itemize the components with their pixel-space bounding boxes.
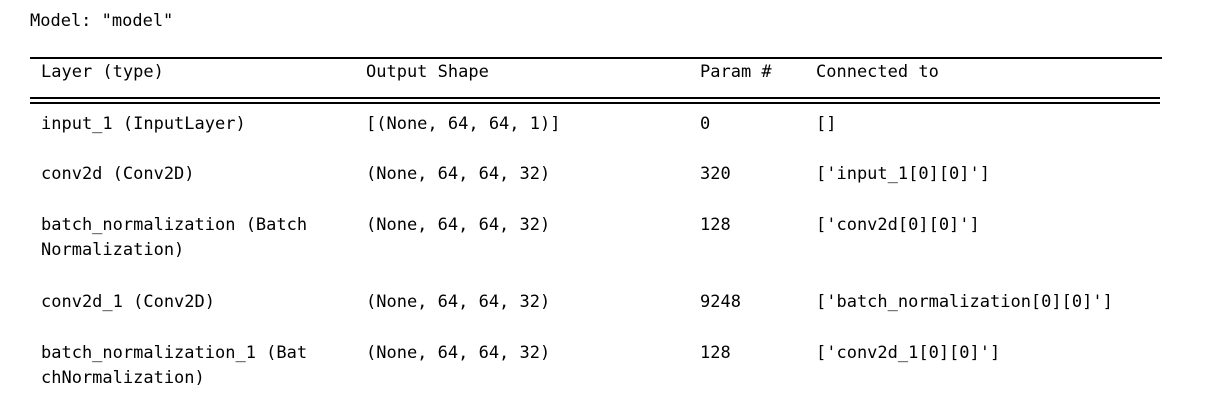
output-shape: (None, 64, 64, 32) xyxy=(366,343,551,363)
header-double-divider xyxy=(30,97,1160,104)
layer-name: conv2d_1 (Conv2D) xyxy=(41,292,215,312)
header-param-count: Param # xyxy=(700,62,772,82)
param-count: 0 xyxy=(700,114,711,134)
header-output-shape: Output Shape xyxy=(366,62,489,82)
layer-name-continued: Normalization) xyxy=(41,240,185,260)
output-shape: (None, 64, 64, 32) xyxy=(366,215,551,235)
output-shape: [(None, 64, 64, 1)] xyxy=(366,114,561,134)
connected-to: ['conv2d_1[0][0]'] xyxy=(816,343,1001,363)
param-count: 128 xyxy=(700,343,731,363)
layer-name: batch_normalization (Batch xyxy=(41,215,308,235)
connected-to: [] xyxy=(816,114,837,134)
top-divider xyxy=(30,57,1162,59)
param-count: 128 xyxy=(700,215,731,235)
param-count: 320 xyxy=(700,164,731,184)
header-layer-type: Layer (type) xyxy=(41,62,164,82)
layer-name: input_1 (InputLayer) xyxy=(41,114,246,134)
header-connected-to: Connected to xyxy=(816,62,939,82)
param-count: 9248 xyxy=(700,292,741,312)
layer-name: batch_normalization_1 (Bat xyxy=(41,343,308,363)
output-shape: (None, 64, 64, 32) xyxy=(366,164,551,184)
layer-name-continued: chNormalization) xyxy=(41,368,205,388)
output-shape: (None, 64, 64, 32) xyxy=(366,292,551,312)
connected-to: ['input_1[0][0]'] xyxy=(816,164,990,184)
model-title: Model: "model" xyxy=(30,11,174,31)
connected-to: ['batch_normalization[0][0]'] xyxy=(816,292,1113,312)
connected-to: ['conv2d[0][0]'] xyxy=(816,215,980,235)
layer-name: conv2d (Conv2D) xyxy=(41,164,195,184)
